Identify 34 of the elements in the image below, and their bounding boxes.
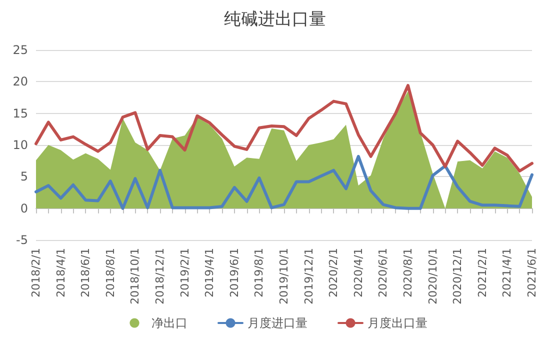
- y-tick-label: 20: [12, 74, 28, 89]
- x-tick-label: 2020/12/1: [451, 248, 464, 304]
- y-tick-label: 25: [12, 43, 28, 57]
- x-tick-label: 2018/2/1: [30, 248, 42, 298]
- legend-label: 月度进口量: [248, 316, 308, 330]
- x-tick-label: 2021/2/1: [476, 248, 489, 298]
- x-tick-label: 2020/10/1: [426, 248, 440, 304]
- x-tick-label: 2021/4/1: [500, 248, 514, 298]
- x-tick-label: 2018/10/1: [128, 248, 142, 304]
- y-tick-label: 0: [20, 201, 28, 216]
- y-tick-label: -5: [16, 233, 28, 247]
- x-tick-label: 2020/8/1: [402, 248, 414, 298]
- x-tick-label: 2019/6/1: [228, 248, 241, 298]
- x-tick-label: 2020/6/1: [376, 248, 390, 298]
- x-tick-label: 2019/12/1: [302, 248, 316, 304]
- x-tick-label: 2019/8/1: [252, 248, 266, 298]
- y-tick-label: 5: [20, 170, 28, 184]
- line-series: [34, 84, 534, 172]
- x-tick-label: 2019/10/1: [278, 248, 290, 304]
- x-tick-label: 2018/4/1: [54, 248, 68, 298]
- x-tick-label: 2018/12/1: [154, 248, 166, 304]
- y-tick-label: 10: [12, 138, 28, 152]
- x-tick-label: 2021/6/1: [526, 248, 538, 298]
- x-tick-label: 2018/8/1: [104, 248, 117, 298]
- y-tick-label: 15: [12, 106, 28, 120]
- x-tick-label: 2020/4/1: [352, 248, 365, 298]
- chart-title: 纯碱进出口量: [224, 10, 326, 30]
- legend-label: 净出口: [152, 316, 188, 330]
- x-tick-label: 2019/2/1: [178, 248, 192, 298]
- x-tick-label: 2020/2/1: [327, 248, 340, 298]
- legend-label: 月度出口量: [368, 316, 428, 330]
- x-tick-label: 2019/4/1: [203, 248, 216, 298]
- line-series: [34, 154, 534, 210]
- x-tick-label: 2018/6/1: [79, 248, 92, 298]
